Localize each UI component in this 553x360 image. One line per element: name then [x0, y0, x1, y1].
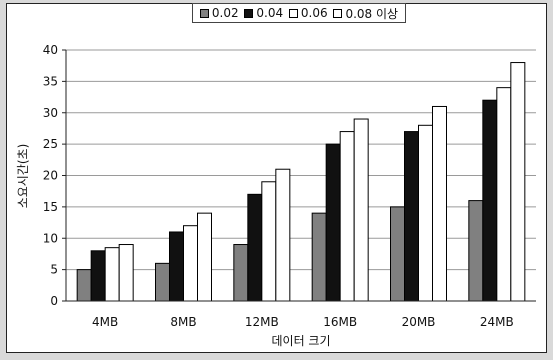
bar-20MB-0.06: [418, 124, 433, 302]
legend-item: 0.06: [288, 6, 328, 20]
gridlines: [66, 49, 536, 302]
legend-swatch: [333, 8, 343, 18]
bar-16MB-0.04: [325, 143, 341, 302]
bar-4MB-0.02: [76, 269, 92, 302]
bar-4MB-0.04: [90, 250, 106, 302]
bar-20MB-0.04: [404, 131, 419, 302]
legend-label: 0.04: [256, 6, 284, 20]
y-tick-label: 40: [43, 43, 58, 57]
y-tick-label: 15: [43, 200, 58, 214]
legend-label: 0.02: [211, 6, 239, 20]
y-tick-label: 25: [43, 137, 58, 151]
x-tick-label: 4MB: [92, 315, 118, 329]
legend-label: 0.06: [300, 6, 328, 20]
y-tick-labels: 0 5 10 15 20 25 30 35 40: [43, 43, 66, 308]
bar-8MB-0.04: [169, 231, 184, 302]
x-tick-label: 16MB: [323, 315, 357, 329]
bar-24MB-0.04: [482, 99, 498, 302]
x-tick-label: 24MB: [480, 315, 514, 329]
bars: [76, 62, 526, 302]
legend: 0.02 0.04 0.06 0.08 이상: [192, 3, 406, 23]
bar-12MB-0.06: [261, 181, 277, 302]
legend-item: 0.08 이상: [333, 5, 398, 22]
y-tick-label: 5: [50, 263, 58, 277]
bar-20MB-0.08-이상: [432, 105, 447, 302]
x-tick-label: 20MB: [402, 315, 436, 329]
legend-swatch: [288, 8, 298, 18]
bar-8MB-0.02: [155, 262, 170, 302]
bar-16MB-0.08-이상: [353, 118, 369, 302]
y-tick-label: 10: [43, 231, 58, 245]
bar-12MB-0.02: [233, 244, 249, 302]
y-tick-label: 20: [43, 169, 58, 183]
y-tick-label: 0: [50, 294, 58, 308]
bar-24MB-0.06: [496, 87, 512, 302]
legend-item: 0.02: [199, 6, 239, 20]
legend-swatch: [199, 8, 209, 18]
y-tick-label: 30: [43, 106, 58, 120]
bar-8MB-0.06: [183, 225, 198, 302]
x-tick-label: 8MB: [170, 315, 196, 329]
bar-12MB-0.04: [247, 193, 263, 302]
y-axis-label: 소요시간(초): [16, 144, 30, 209]
x-axis-label: 데이터 크기: [271, 334, 330, 348]
bar-16MB-0.02: [311, 212, 327, 302]
legend-swatch: [244, 8, 254, 18]
bar-16MB-0.06: [339, 131, 355, 302]
bar-4MB-0.06: [104, 247, 120, 302]
bar-8MB-0.08-이상: [197, 212, 212, 302]
y-tick-label: 35: [43, 74, 58, 88]
bar-12MB-0.08-이상: [275, 168, 291, 302]
bar-24MB-0.08-이상: [510, 62, 526, 302]
bar-24MB-0.02: [468, 200, 484, 302]
x-tick-label: 12MB: [245, 315, 279, 329]
x-tick-labels: 4MB 8MB 12MB 16MB 20MB 24MB: [92, 315, 514, 329]
bar-20MB-0.02: [390, 206, 405, 302]
legend-item: 0.04: [244, 6, 283, 20]
legend-label: 0.08 이상: [345, 6, 399, 21]
bar-4MB-0.08-이상: [118, 244, 134, 302]
